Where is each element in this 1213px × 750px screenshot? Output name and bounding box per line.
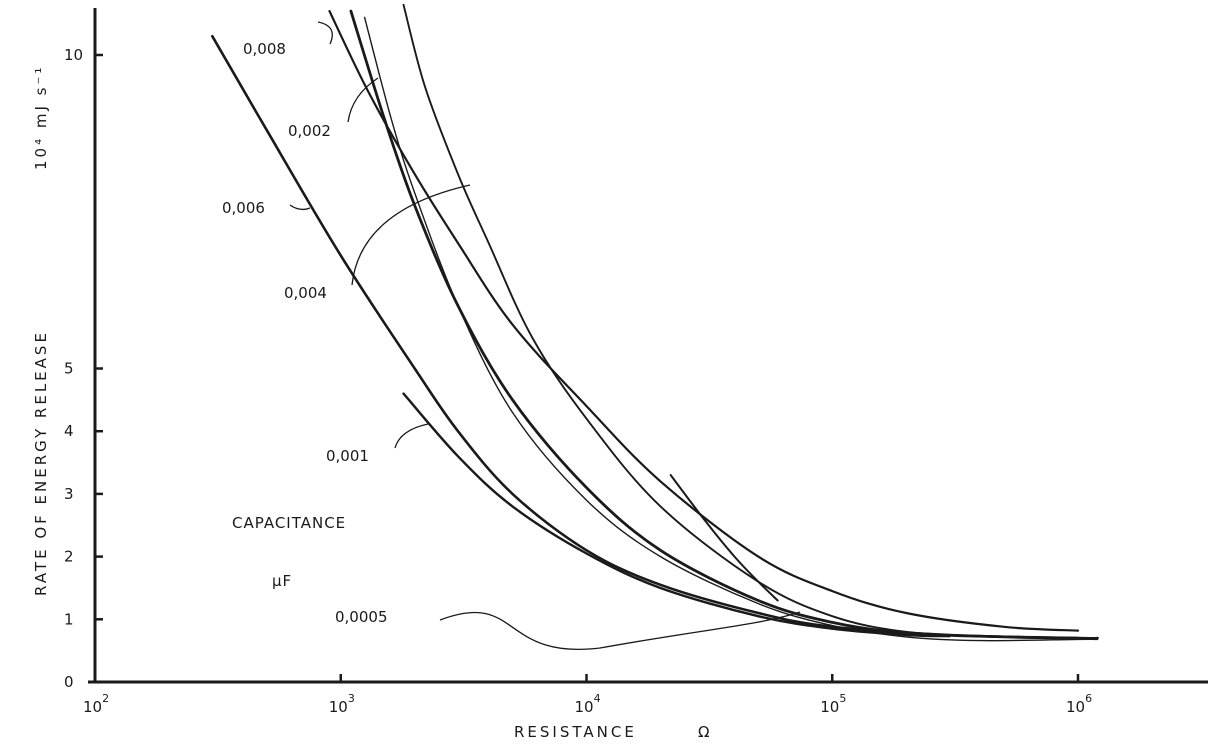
x-axis-unit: Ω — [698, 723, 712, 741]
series-labels: 0,008 0,002 0,006 0,004 0,001 0,0005 — [222, 40, 388, 626]
series-line-1 — [349, 9, 1080, 640]
x-tick-label-1: 103 — [329, 692, 355, 716]
y-tick-label-0: 0 — [64, 673, 74, 691]
leader-0006 — [289, 204, 311, 211]
legend-unit: μF — [272, 572, 292, 590]
axis-labels: RESISTANCE Ω RATE OF ENERGY RELEASE 10⁴ … — [32, 65, 712, 741]
label-0008: 0,008 — [243, 40, 286, 58]
x-tick-label-4: 106 — [1066, 692, 1092, 716]
x-tick-label-3: 105 — [820, 692, 846, 716]
leader-0002 — [347, 77, 379, 123]
series-line-4 — [211, 34, 1099, 640]
y-ticks: 0 1 2 3 4 5 10 — [64, 46, 103, 691]
x-axis-title: RESISTANCE — [514, 723, 637, 741]
y-tick-label-5: 5 — [64, 360, 74, 378]
x-ticks: 102 103 104 105 106 — [83, 674, 1092, 716]
label-0001: 0,001 — [326, 447, 369, 465]
series-line-0 — [328, 10, 1080, 632]
series-line-3 — [363, 16, 1099, 642]
label-0006: 0,006 — [222, 199, 265, 217]
label-0002: 0,002 — [288, 122, 331, 140]
axes — [88, 8, 1208, 684]
leader-lines — [289, 21, 801, 650]
y-tick-label-1: 1 — [64, 610, 74, 628]
y-axis-unit: 10⁴ mJ s⁻¹ — [32, 65, 50, 170]
series-line-5 — [402, 392, 951, 638]
series-line-2 — [402, 3, 1099, 640]
leader-00005 — [439, 611, 801, 650]
label-0004: 0,004 — [284, 284, 327, 302]
legend-title: CAPACITANCE — [232, 514, 346, 532]
y-tick-label-3: 3 — [64, 485, 74, 503]
leader-0008 — [317, 21, 333, 45]
x-tick-label-0: 102 — [83, 692, 109, 716]
y-tick-label-6: 10 — [64, 46, 83, 64]
series-group — [211, 3, 1099, 642]
series-line-6 — [669, 474, 779, 602]
label-00005: 0,0005 — [335, 608, 388, 626]
leader-0004 — [351, 184, 471, 286]
y-tick-label-2: 2 — [64, 548, 74, 566]
legend-box: CAPACITANCE μF — [232, 514, 346, 590]
y-tick-label-4: 4 — [64, 422, 74, 440]
y-axis-title: RATE OF ENERGY RELEASE — [32, 330, 50, 596]
x-tick-label-2: 104 — [575, 692, 601, 716]
leader-0001 — [394, 423, 429, 449]
